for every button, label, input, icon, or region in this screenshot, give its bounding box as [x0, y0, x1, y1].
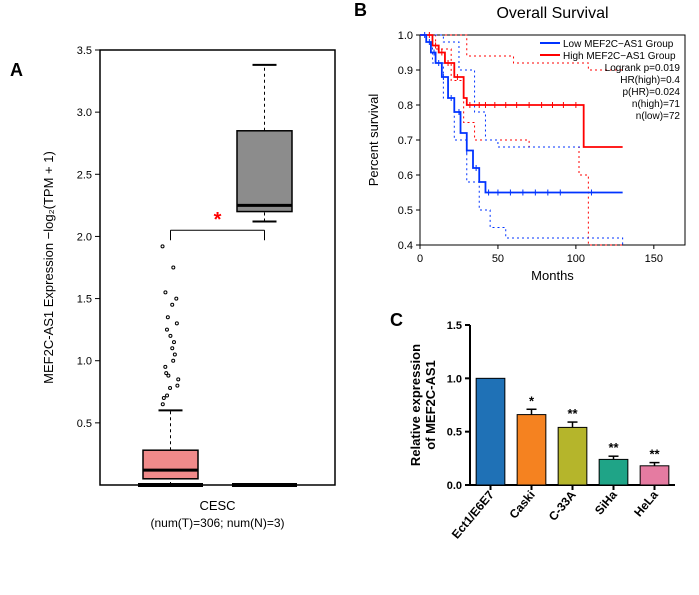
svg-text:n(low)=72: n(low)=72: [636, 111, 681, 122]
svg-text:Caski: Caski: [506, 488, 537, 522]
svg-text:C-33A: C-33A: [546, 488, 579, 524]
svg-text:Percent survival: Percent survival: [366, 94, 381, 187]
svg-text:0.5: 0.5: [77, 418, 92, 430]
svg-text:**: **: [567, 406, 578, 421]
svg-text:CESC: CESC: [199, 498, 235, 513]
svg-text:0.5: 0.5: [398, 205, 413, 217]
svg-text:0.5: 0.5: [447, 427, 462, 439]
svg-text:(num(T)=306; num(N)=3): (num(T)=306; num(N)=3): [150, 516, 284, 530]
svg-text:0.4: 0.4: [398, 240, 413, 252]
svg-text:0.0: 0.0: [447, 480, 462, 492]
svg-text:1.5: 1.5: [447, 320, 462, 332]
svg-text:3.5: 3.5: [77, 45, 92, 57]
svg-text:1.5: 1.5: [77, 294, 92, 306]
svg-text:0.9: 0.9: [398, 65, 413, 77]
svg-text:n(high)=71: n(high)=71: [632, 99, 681, 110]
svg-text:0.6: 0.6: [398, 170, 413, 182]
svg-text:2.0: 2.0: [77, 231, 92, 243]
svg-text:Logrank p=0.019: Logrank p=0.019: [605, 63, 681, 74]
svg-text:3.0: 3.0: [77, 107, 92, 119]
svg-text:Months: Months: [531, 268, 574, 283]
svg-text:1.0: 1.0: [398, 30, 413, 42]
svg-text:**: **: [608, 440, 619, 455]
svg-text:*: *: [214, 209, 222, 231]
panel-a-label: A: [10, 60, 23, 81]
svg-text:HR(high)=0.4: HR(high)=0.4: [620, 75, 680, 86]
svg-text:150: 150: [645, 253, 663, 265]
svg-text:0: 0: [417, 253, 423, 265]
svg-text:Ect1/E6E7: Ect1/E6E7: [449, 488, 497, 542]
svg-text:Low MEF2C−AS1 Group: Low MEF2C−AS1 Group: [563, 39, 674, 50]
panel-a-boxplot: 0.5 1.0 1.5 2.0 2.5 3.0 3.5 MEF2C-AS1 Expressio…: [35, 30, 340, 555]
panel-b-survival: Overall Survival 0.4 0.5 0.6 0.7 0.8 0.9 1.0 0 50…: [360, 0, 695, 300]
svg-text:*: *: [529, 393, 535, 408]
svg-text:100: 100: [567, 253, 585, 265]
svg-text:Overall Survival: Overall Survival: [496, 5, 608, 22]
svg-text:**: **: [649, 447, 660, 462]
svg-text:50: 50: [492, 253, 504, 265]
svg-text:High MEF2C−AS1 Group: High MEF2C−AS1 Group: [563, 51, 676, 62]
svg-text:p(HR)=0.024: p(HR)=0.024: [622, 87, 680, 98]
svg-text:HeLa: HeLa: [631, 488, 661, 520]
panel-c-barchart: 0.0 0.5 1.0 1.5 Relative expressionof MEF2C-…: [395, 315, 695, 590]
svg-text:MEF2C-AS1 Expression −log₂(TPM: MEF2C-AS1 Expression −log₂(TPM + 1): [41, 151, 56, 384]
svg-text:0.8: 0.8: [398, 100, 413, 112]
svg-text:2.5: 2.5: [77, 169, 92, 181]
svg-text:0.7: 0.7: [398, 135, 413, 147]
svg-text:SiHa: SiHa: [592, 488, 620, 518]
svg-text:1.0: 1.0: [77, 356, 92, 368]
svg-text:1.0: 1.0: [447, 373, 462, 385]
svg-text:of MEF2C-AS1: of MEF2C-AS1: [423, 360, 438, 450]
svg-text:Relative expression: Relative expression: [408, 344, 423, 466]
